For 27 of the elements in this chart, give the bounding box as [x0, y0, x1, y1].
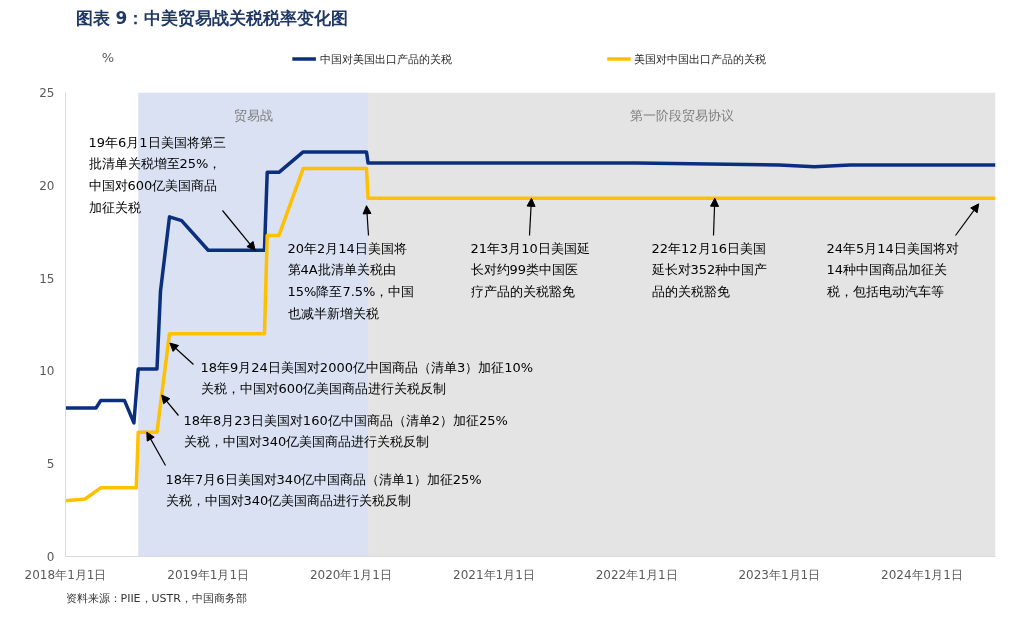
- y-axis-title: %: [101, 50, 115, 66]
- band-label: 贸易战: [233, 107, 273, 123]
- legend-label: 中国对美国出口产品的关税: [319, 52, 452, 66]
- y-tick-label: 5: [46, 457, 55, 472]
- x-tick-label: 2023年1月1日: [738, 567, 821, 582]
- annotation: 18年9月24日美国对2000亿中国商品（清单3）加征10%关税，中国对600亿美国商品进行关税反制: [200, 359, 534, 397]
- annotation: 19年6月1日美国将第三批清单关税增至25%，中国对600亿美国商品加征关税: [88, 134, 226, 215]
- x-tick-label: 2022年1月1日: [595, 567, 678, 582]
- x-tick-label: 2024年1月1日: [881, 567, 963, 582]
- annotation: 22年12月16日美国延长对352种中国产品的关税豁免: [650, 240, 768, 299]
- annotation: 18年7月6日美国对340亿中国商品（清单1）加征25%关税，中国对340亿美国商品进行关税反制: [165, 471, 482, 509]
- chart-title: 图表 9：中美贸易战关税税率变化图: [75, 7, 349, 28]
- annotation: 21年3月10日美国延长对约99类中国医疗产品的关税豁免: [470, 240, 590, 299]
- y-tick-label: 15: [39, 271, 55, 286]
- y-tick-label: 0: [46, 550, 55, 564]
- x-tick-label: 2018年1月1日: [24, 567, 107, 582]
- text: 资料来源：PIIE，USTR，中国商务部: [65, 591, 247, 605]
- y-tick-label: 25: [39, 86, 55, 100]
- x-tick-label: 2019年1月1日: [167, 567, 250, 582]
- annotation: 24年5月14日美国将对14种中国商品加征关税，包括电动汽车等: [826, 240, 959, 299]
- y-tick-label: 10: [39, 364, 55, 379]
- x-tick-label: 2021年1月1日: [453, 567, 535, 582]
- x-tick-label: 2020年1月1日: [309, 567, 392, 582]
- annotation: 18年8月23日美国对160亿中国商品（清单2）加征25%关税，中国对340亿美国商品进行关税反制: [183, 412, 508, 450]
- y-tick-label: 20: [39, 178, 55, 193]
- legend-label: 美国对中国出口产品的关税: [634, 52, 767, 66]
- annotation: 20年2月14日美国将第4A批清单关税由15%降至7.5%，中国也减半新增关税: [287, 240, 415, 321]
